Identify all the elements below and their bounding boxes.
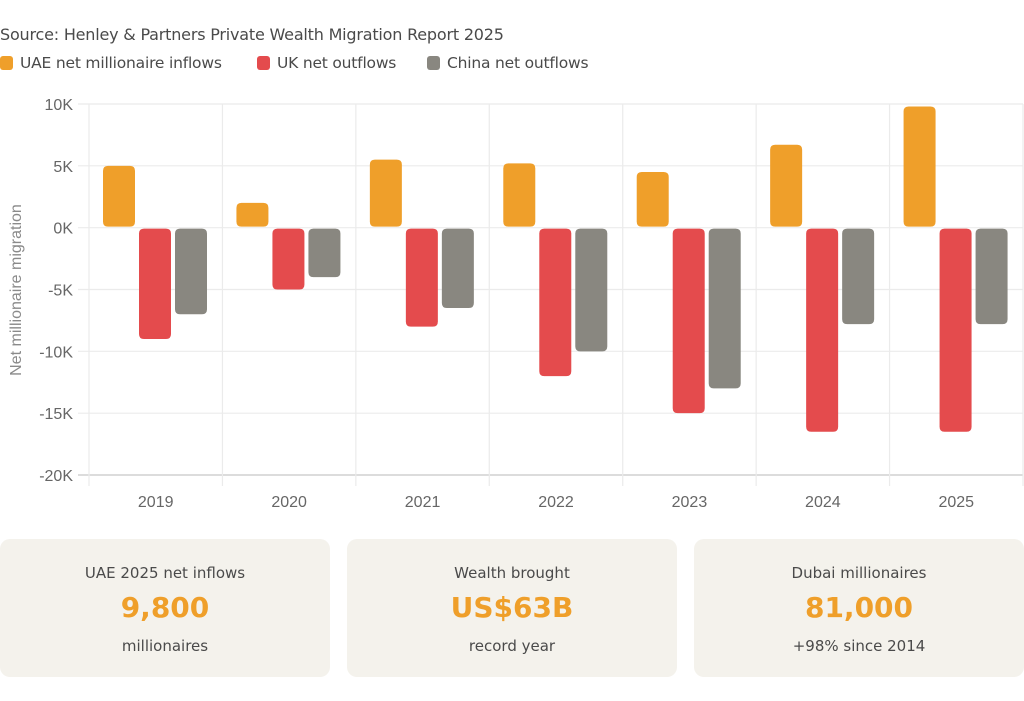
- y-tick-label: -10K: [39, 344, 73, 361]
- bar-china-2025: [975, 228, 1008, 325]
- x-axis-ticks: 2019 2020 2021 2022 2023 2024 2025: [138, 494, 974, 511]
- bar-china-2019: [175, 228, 207, 315]
- card-subtext: +98% since 2014: [792, 637, 926, 655]
- bar-uae-2024: [770, 144, 803, 227]
- x-tick-label: 2020: [271, 494, 307, 511]
- x-tick-label: 2022: [538, 494, 574, 511]
- card-label: UAE 2025 net inflows: [84, 564, 246, 582]
- bar-uae-2022: [503, 163, 536, 227]
- bar-uk-2021: [405, 228, 438, 327]
- legend-item-china: China net outflows: [427, 54, 589, 72]
- bar-uae-2019: [103, 165, 135, 227]
- bar-uk-2025: [939, 228, 972, 432]
- y-tick-label: -15K: [39, 406, 73, 423]
- bars: [103, 106, 1008, 432]
- legend-item-uae: UAE net millionaire inflows: [0, 54, 222, 72]
- x-tick-label: 2025: [938, 494, 974, 511]
- legend-swatch-uae: [0, 56, 13, 70]
- bar-uae-2020: [236, 202, 269, 227]
- x-tick-label: 2024: [805, 494, 841, 511]
- x-tick-label: 2019: [138, 494, 174, 511]
- y-tick-label: -5K: [48, 283, 73, 300]
- bar-china-2023: [708, 228, 741, 389]
- chart-source: Source: Henley & Partners Private Wealth…: [0, 25, 504, 44]
- y-tick-label: 5K: [53, 159, 73, 176]
- legend-swatch-china: [427, 56, 440, 70]
- legend-item-uk: UK net outflows: [257, 54, 396, 72]
- legend-label-uk: UK net outflows: [277, 54, 397, 72]
- x-tick-label: 2021: [405, 494, 441, 511]
- card-subtext: record year: [468, 637, 556, 655]
- legend-swatch-uk: [257, 56, 270, 70]
- bar-china-2024: [842, 228, 875, 325]
- bar-uae-2023: [636, 172, 669, 227]
- bar-uk-2022: [539, 228, 572, 377]
- y-axis-title: Net millionaire migration: [8, 204, 25, 376]
- card-value: US$63B: [450, 591, 574, 624]
- card-value: 81,000: [804, 591, 914, 624]
- stat-card-wealth-brought: Wealth brought US$63B record year: [347, 539, 677, 677]
- bar-uae-2025: [903, 106, 936, 227]
- y-tick-label: 0K: [53, 221, 73, 238]
- card-subtext: millionaires: [121, 637, 209, 655]
- stat-card-dubai-millionaires: Dubai millionaires 81,000 +98% since 201…: [694, 539, 1024, 677]
- stat-card-uae-inflows: UAE 2025 net inflows 9,800 millionaires: [0, 539, 330, 677]
- bar-uk-2020: [272, 228, 305, 290]
- stat-cards: UAE 2025 net inflows 9,800 millionaires …: [0, 539, 1024, 677]
- bar-uk-2023: [672, 228, 705, 414]
- bar-uae-2021: [369, 159, 402, 227]
- legend-label-china: China net outflows: [447, 54, 589, 72]
- y-axis-ticks: 10K 5K 0K -5K -10K -15K -20K: [39, 97, 73, 485]
- y-tick-label: 10K: [45, 97, 74, 114]
- card-label: Wealth brought: [454, 564, 570, 582]
- card-label: Dubai millionaires: [791, 564, 927, 582]
- bar-uk-2019: [139, 228, 171, 339]
- bar-china-2021: [441, 228, 474, 309]
- card-value: 9,800: [120, 591, 210, 624]
- legend-label-uae: UAE net millionaire inflows: [20, 54, 222, 72]
- bar-china-2022: [575, 228, 608, 352]
- bar-uk-2024: [806, 228, 839, 432]
- x-tick-label: 2023: [672, 494, 708, 511]
- y-tick-label: -20K: [39, 468, 73, 485]
- bar-china-2020: [308, 228, 341, 278]
